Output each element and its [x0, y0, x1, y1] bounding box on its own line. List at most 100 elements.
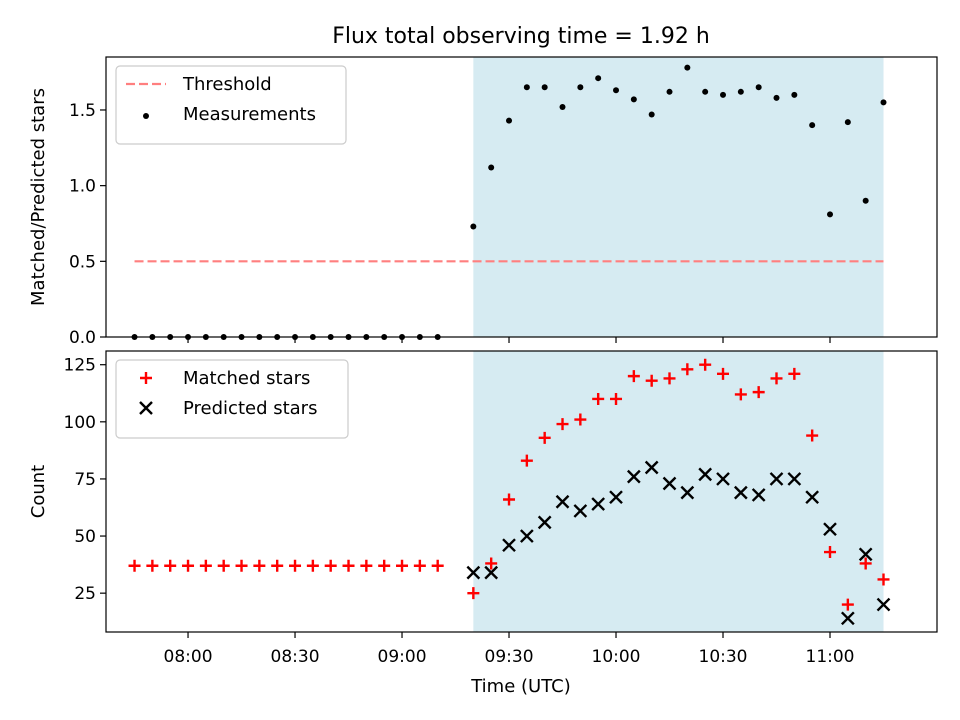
matched-stars-point — [663, 372, 676, 385]
series-predicted-stars — [466, 460, 891, 626]
predicted-stars-point — [484, 565, 499, 580]
measurement-point — [559, 103, 566, 110]
predicted-stars-point — [876, 597, 891, 612]
measurement-point — [488, 164, 495, 171]
measurement-point — [809, 122, 816, 129]
matched-stars-point — [396, 559, 409, 572]
matched-stars-point — [128, 559, 141, 572]
predicted-stars-point — [591, 497, 606, 511]
matched-stars-point — [734, 388, 747, 401]
measurement-point — [613, 87, 620, 94]
legend-box — [115, 359, 349, 439]
x-tick-label: 09:30 — [485, 647, 534, 667]
y-axis-label: Count — [28, 465, 49, 518]
matched-stars-point — [592, 392, 605, 405]
top-panel: 0.0 0.5 1.0 1.5 Matched/Predicted stars Thres… — [28, 56, 938, 348]
matched-stars-point — [877, 573, 890, 586]
matched-stars-point — [378, 559, 391, 572]
predicted-stars-point — [698, 467, 713, 482]
matched-stars-point — [627, 370, 640, 383]
plot-frame — [105, 350, 938, 633]
matched-stars-point — [520, 454, 533, 467]
measurement-point — [648, 111, 655, 118]
x-tick-label: 10:00 — [592, 647, 641, 667]
measurement-point — [630, 96, 637, 103]
matched-stars-point — [699, 358, 712, 371]
measurement-point — [755, 84, 762, 91]
legend-predicted-swatch — [139, 401, 153, 415]
matched-stars-point — [413, 559, 426, 572]
matched-stars-point — [610, 392, 623, 405]
predicted-stars-point — [751, 488, 766, 502]
matched-stars-point — [431, 559, 444, 572]
legend-box — [115, 65, 347, 145]
y-tick-label: 0.5 — [69, 252, 96, 272]
predicted-stars-point — [733, 485, 748, 500]
x-tick-label: 10:30 — [699, 647, 748, 667]
chart-title: Flux total observing time = 1.92 h — [332, 24, 710, 49]
legend-measurement-swatch — [143, 113, 149, 119]
measurement-point — [880, 99, 887, 106]
predicted-stars-point — [573, 504, 588, 518]
y-tick-label: 0.0 — [69, 328, 96, 348]
measurement-point — [506, 117, 513, 124]
predicted-stars-point — [609, 490, 623, 505]
predicted-stars-point — [502, 538, 516, 553]
measurement-point — [827, 211, 834, 218]
y-tick-label: 75 — [74, 470, 96, 490]
matched-stars-point — [146, 559, 159, 572]
measurement-point — [523, 84, 530, 91]
y-tick-label: 100 — [64, 413, 96, 433]
matched-stars-point — [289, 559, 302, 572]
matched-stars-point — [841, 598, 854, 611]
matched-stars-point — [681, 363, 694, 376]
legend: Matched stars Predicted stars — [115, 359, 349, 439]
measurement-point — [862, 197, 869, 204]
x-tick-label: 09:00 — [378, 647, 427, 667]
matched-stars-point — [645, 374, 658, 387]
measurement-point — [470, 223, 477, 230]
matched-stars-point — [788, 367, 801, 380]
matched-stars-point — [485, 557, 498, 570]
predicted-stars-point — [466, 565, 481, 580]
predicted-stars-point — [805, 490, 820, 505]
predicted-stars-point — [644, 460, 659, 475]
matched-stars-point — [271, 559, 284, 572]
legend-label: Measurements — [183, 104, 316, 125]
predicted-stars-point — [662, 476, 677, 491]
measurement-point — [595, 75, 602, 82]
predicted-stars-point — [858, 547, 873, 562]
measurement-point — [541, 84, 548, 91]
observing-window — [473, 57, 884, 337]
matched-stars-point — [752, 386, 765, 399]
predicted-stars-point — [716, 472, 730, 486]
observing-window — [473, 351, 884, 632]
predicted-stars-point — [823, 522, 837, 537]
y-tick-label: 125 — [64, 356, 96, 376]
matched-stars-point — [182, 559, 195, 572]
predicted-stars-point — [787, 472, 802, 486]
matched-stars-point — [164, 559, 177, 572]
predicted-stars-point — [626, 469, 641, 484]
matched-stars-point — [574, 413, 587, 426]
legend-label: Predicted stars — [183, 398, 317, 419]
legend-label: Matched stars — [183, 368, 310, 389]
measurement-point — [737, 88, 744, 95]
predicted-stars-point — [555, 494, 570, 509]
matched-stars-point — [306, 559, 319, 572]
matched-stars-point — [467, 587, 480, 600]
y-tick-label: 1.0 — [69, 177, 96, 197]
matched-stars-point — [538, 431, 551, 444]
predicted-stars-point — [537, 515, 552, 530]
matched-stars-point — [859, 557, 872, 570]
matched-stars-point — [217, 559, 230, 572]
matched-stars-point — [806, 429, 819, 442]
plot-frame — [105, 56, 938, 338]
predicted-stars-point — [680, 485, 695, 500]
matched-stars-point — [503, 493, 516, 506]
matched-stars-point — [824, 546, 837, 559]
legend-label: Threshold — [182, 74, 272, 95]
matched-stars-point — [199, 559, 212, 572]
series-matched-stars — [128, 358, 890, 611]
matched-stars-point — [235, 559, 248, 572]
